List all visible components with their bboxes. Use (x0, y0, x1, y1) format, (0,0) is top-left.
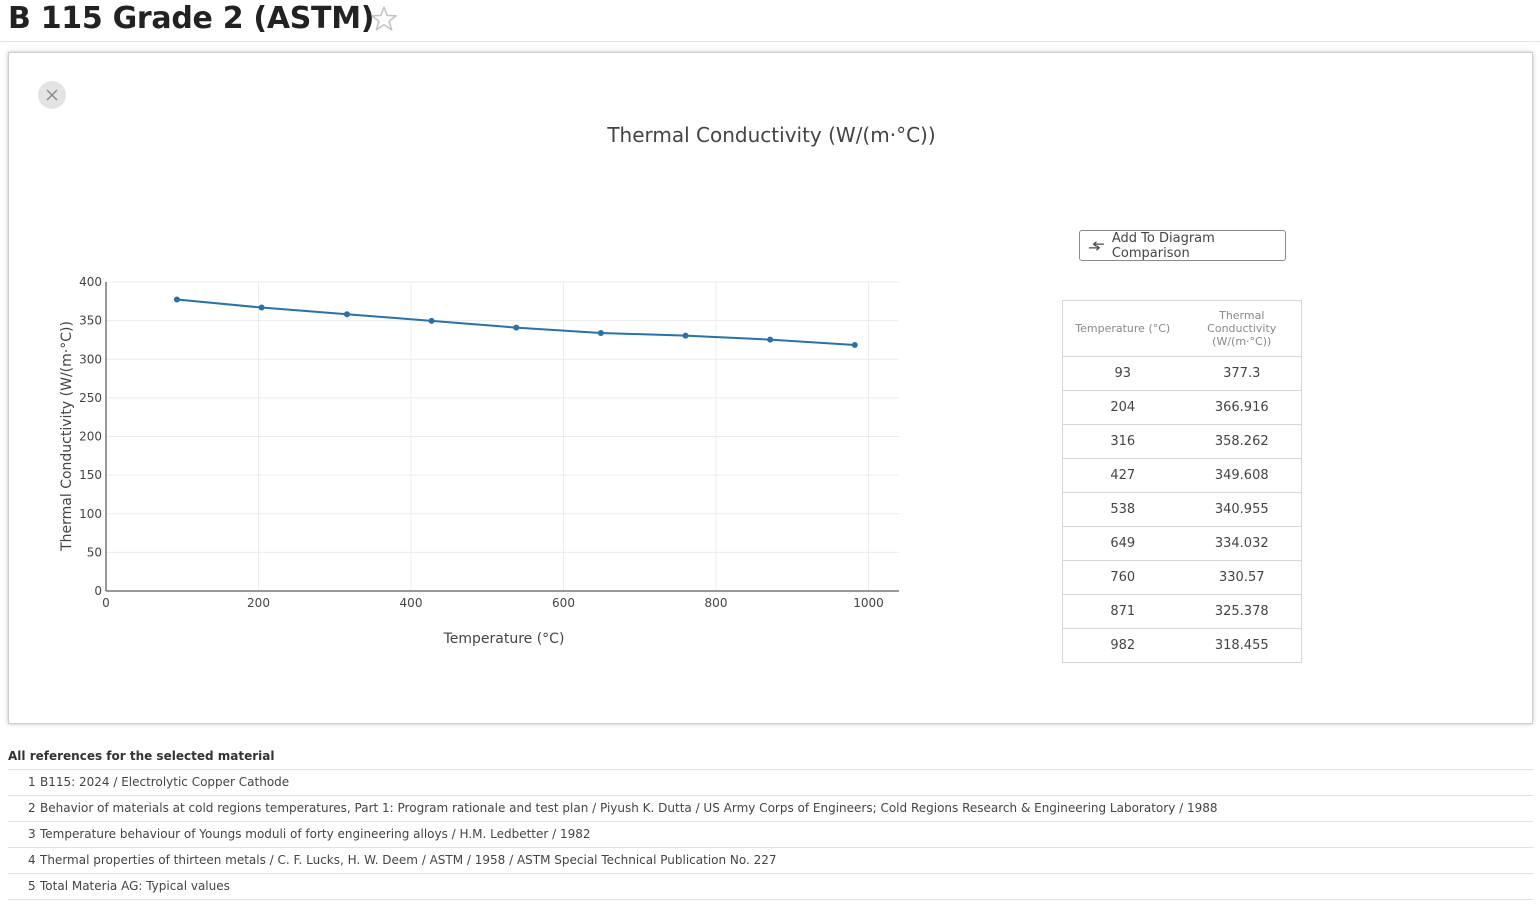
page-header: B 115 Grade 2 (ASTM) (0, 0, 1540, 42)
chart-series (173, 296, 858, 348)
y-tick-label: 250 (79, 391, 102, 405)
y-tick-label: 400 (79, 275, 102, 289)
y-tick-label: 200 (79, 430, 102, 444)
table-body: 93 377.3 204 366.916 316 358.262 427 349.608 538… (1062, 356, 1302, 663)
reference-number: 3 (28, 827, 36, 841)
y-tick-label: 300 (79, 352, 102, 366)
temperature-cell: 427 (1062, 458, 1183, 493)
table-header-row: Temperature (°C) Thermal Conductivity (W… (1062, 300, 1302, 357)
y-tick-label: 50 (87, 545, 102, 559)
x-tick-label: 200 (247, 596, 270, 610)
conductivity-cell: 334.032 (1182, 526, 1302, 561)
data-point (513, 324, 520, 331)
table-row: 93 377.3 (1062, 356, 1302, 391)
conductivity-cell: 330.57 (1182, 560, 1302, 595)
conductivity-cell: 377.3 (1182, 356, 1302, 391)
conductivity-cell: 318.455 (1214, 638, 1269, 653)
reference-item[interactable]: 5 Total Materia AG: Typical values (8, 874, 1533, 900)
table-row: 871 325.378 (1062, 594, 1302, 629)
page-title: B 115 Grade 2 (ASTM) (8, 1, 375, 36)
temperature-cell: 871 (1062, 594, 1183, 629)
data-point (682, 332, 689, 339)
conductivity-cell: 358.262 (1182, 424, 1302, 459)
compare-button-label: Add To Diagram Comparison (1111, 230, 1215, 261)
data-point (767, 336, 774, 343)
reference-text: B115: 2024 / Electrolytic Copper Cathode (40, 775, 290, 789)
reference-text: Thermal properties of thirteen metals / … (40, 853, 777, 867)
table-row: 649 334.032 (1062, 526, 1302, 561)
reference-text: Behavior of materials at cold regions te… (40, 801, 1218, 815)
star-outline-icon[interactable] (369, 4, 399, 34)
reference-item[interactable]: 2 Behavior of materials at cold regions t… (8, 796, 1533, 822)
chart-title: Thermal Conductivity (W/(m·°C)) (607, 123, 936, 147)
x-tick-label: 600 (552, 596, 575, 610)
add-to-diagram-comparison-button[interactable]: Add To Diagram Comparison (1079, 230, 1286, 261)
table-row: 316 358.262 (1062, 424, 1302, 459)
reference-item[interactable]: 1 B115: 2024 / Electrolytic Copper Cathod… (8, 770, 1533, 796)
table-row: 982 318.455 (1063, 629, 1302, 663)
table-row: 204 366.916 (1062, 390, 1302, 425)
data-point (428, 317, 435, 324)
chart: 0 50 100 150 200 250 300 350 400 0 200 400 600 800 100… (59, 275, 899, 647)
table-row: 427 349.608 (1062, 458, 1302, 493)
data-table: Temperature (°C) Thermal Conductivity (W… (1062, 300, 1302, 663)
reference-number: 5 (28, 879, 36, 893)
table-header-conductivity-label: Thermal Conductivity (W/(m·°C)) (1207, 309, 1277, 348)
close-button[interactable] (38, 81, 66, 109)
close-icon (46, 89, 58, 101)
y-axis-label: Thermal Conductivity (W/(m·°C)) (59, 321, 75, 552)
data-point (258, 304, 265, 311)
reference-number: 2 (28, 801, 36, 815)
table-row: 538 340.955 (1062, 492, 1302, 527)
y-tick-label: 350 (79, 314, 102, 328)
series-line (176, 298, 855, 346)
temperature-cell: 538 (1062, 492, 1183, 527)
x-tick-label: 800 (705, 596, 728, 610)
data-point (597, 329, 604, 336)
temperature-cell: 93 (1062, 356, 1183, 391)
temperature-cell: 204 (1062, 390, 1183, 425)
conductivity-cell: 340.955 (1182, 492, 1302, 527)
data-point (851, 341, 858, 348)
chart-grid (106, 281, 899, 591)
reference-number: 4 (28, 853, 36, 867)
conductivity-cell: 349.608 (1182, 458, 1302, 493)
chart-axes: 0 50 100 150 200 250 300 350 400 0 200 400 600 800 100… (79, 275, 899, 610)
x-tick-label: 1000 (853, 596, 884, 610)
references-list: 1 B115: 2024 / Electrolytic Copper Cathod… (8, 770, 1533, 900)
y-tick-label: 0 (94, 584, 102, 598)
x-tick-label: 0 (102, 596, 110, 610)
temperature-cell: 316 (1062, 424, 1183, 459)
diagram-panel: Thermal Conductivity (W/(m·°C)) 0 50 100 15… (8, 52, 1533, 724)
data-point (343, 311, 350, 318)
temperature-cell: 982 (1110, 638, 1136, 653)
x-tick-label: 400 (400, 596, 423, 610)
data-point (173, 296, 180, 303)
y-tick-label: 100 (79, 507, 102, 521)
table-header-temperature: Temperature (°C) (1062, 300, 1183, 357)
reference-text: Total Materia AG: Typical values (40, 879, 230, 893)
reference-item[interactable]: 3 Temperature behaviour of Youngs moduli … (8, 822, 1533, 848)
temperature-cell: 649 (1062, 526, 1183, 561)
x-axis-label: Temperature (°C) (443, 631, 565, 647)
conductivity-cell: 325.378 (1182, 594, 1302, 629)
conductivity-cell: 366.916 (1182, 390, 1302, 425)
reference-number: 1 (28, 775, 36, 789)
reference-item[interactable]: 4 Thermal properties of thirteen metals /… (8, 848, 1533, 874)
y-tick-label: 150 (79, 468, 102, 482)
temperature-cell: 760 (1062, 560, 1183, 595)
references-title: All references for the selected material (8, 745, 1533, 770)
table-header-conductivity: Thermal Conductivity (W/(m·°C)) (1182, 300, 1302, 357)
table-row: 760 330.57 (1062, 560, 1302, 595)
reference-text: Temperature behaviour of Youngs moduli o… (40, 827, 591, 841)
compare-arrows-icon (1088, 240, 1104, 251)
references-section: All references for the selected material… (8, 745, 1533, 900)
